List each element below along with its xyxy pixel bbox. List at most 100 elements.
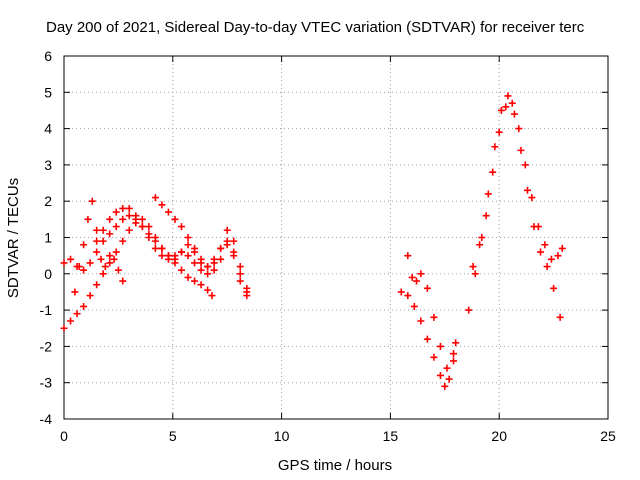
data-point	[243, 284, 251, 292]
data-point	[119, 215, 127, 223]
y-tick-label: 5	[44, 84, 52, 100]
data-point	[504, 92, 512, 100]
data-point	[114, 266, 122, 274]
data-point	[471, 270, 479, 278]
data-point	[210, 259, 218, 267]
data-point	[110, 255, 118, 263]
y-tick-label: -2	[40, 338, 53, 354]
data-point	[158, 252, 166, 260]
data-point	[145, 223, 153, 231]
data-point	[84, 215, 92, 223]
data-point	[178, 248, 186, 256]
series-sat-b	[60, 215, 251, 332]
series-sat-g	[404, 252, 458, 372]
data-point	[71, 288, 79, 296]
data-point	[158, 244, 166, 252]
data-point	[436, 371, 444, 379]
data-point	[106, 259, 114, 267]
y-tick-label: 3	[44, 157, 52, 173]
data-point	[60, 324, 68, 332]
data-point	[138, 215, 146, 223]
data-point	[88, 197, 96, 205]
x-axis-title: GPS time / hours	[278, 457, 392, 474]
data-point	[478, 234, 486, 241]
data-point	[151, 234, 159, 241]
data-point	[521, 161, 529, 169]
data-point	[151, 244, 159, 252]
data-point	[204, 270, 212, 278]
data-point	[106, 230, 114, 238]
data-point	[547, 255, 555, 263]
data-point	[197, 281, 205, 289]
data-point	[125, 204, 133, 212]
data-point	[132, 212, 140, 220]
data-point	[164, 208, 172, 216]
data-point	[80, 302, 88, 310]
data-point	[119, 204, 127, 212]
data-point	[443, 364, 451, 372]
data-point	[125, 226, 133, 234]
data-point	[171, 255, 179, 263]
data-point	[502, 103, 510, 111]
y-tick-label: 0	[44, 266, 52, 282]
data-point	[236, 277, 244, 285]
data-point	[138, 223, 146, 231]
data-point	[101, 263, 109, 271]
data-point	[73, 310, 81, 318]
data-point	[541, 241, 549, 249]
data-point	[106, 252, 114, 260]
data-point	[417, 317, 425, 325]
data-point	[413, 277, 421, 285]
data-point	[230, 248, 238, 256]
data-point	[523, 186, 531, 194]
y-tick-label: 6	[44, 48, 52, 64]
data-point	[125, 212, 133, 220]
data-point	[97, 255, 105, 263]
data-point	[208, 292, 216, 300]
data-point	[230, 237, 238, 245]
data-point	[184, 252, 192, 260]
data-point	[197, 266, 205, 274]
data-point	[543, 263, 551, 271]
data-point	[86, 292, 94, 300]
data-point	[476, 241, 484, 249]
x-tick-label: 25	[600, 428, 616, 444]
data-point	[151, 194, 159, 202]
data-point	[60, 259, 68, 267]
data-series	[60, 92, 566, 390]
series-sat-e	[71, 197, 127, 296]
data-point	[423, 284, 431, 292]
data-point	[484, 190, 492, 198]
data-point	[534, 223, 542, 231]
data-point	[537, 248, 545, 256]
data-point	[556, 313, 564, 321]
data-point	[441, 382, 449, 390]
series-sat-d	[151, 194, 251, 292]
data-point	[197, 255, 205, 263]
data-point	[417, 270, 425, 278]
data-point	[119, 237, 127, 245]
y-tick-label: -3	[40, 375, 53, 391]
data-point	[99, 226, 107, 234]
data-point	[510, 110, 518, 118]
data-point	[112, 223, 120, 231]
chart-title: Day 200 of 2021, Sidereal Day-to-day VTE…	[46, 19, 585, 36]
data-point	[191, 277, 199, 285]
data-point	[80, 241, 88, 249]
data-point	[99, 270, 107, 278]
data-point	[204, 286, 212, 294]
data-point	[423, 335, 431, 343]
data-point	[558, 244, 566, 252]
data-point	[99, 237, 107, 245]
data-point	[445, 375, 453, 383]
data-point	[404, 252, 412, 260]
data-point	[517, 146, 525, 154]
data-point	[482, 212, 490, 220]
data-point	[465, 306, 473, 314]
data-point	[528, 194, 536, 202]
data-point	[171, 215, 179, 223]
data-point	[204, 263, 212, 271]
data-point	[452, 339, 460, 347]
data-point	[515, 125, 523, 133]
